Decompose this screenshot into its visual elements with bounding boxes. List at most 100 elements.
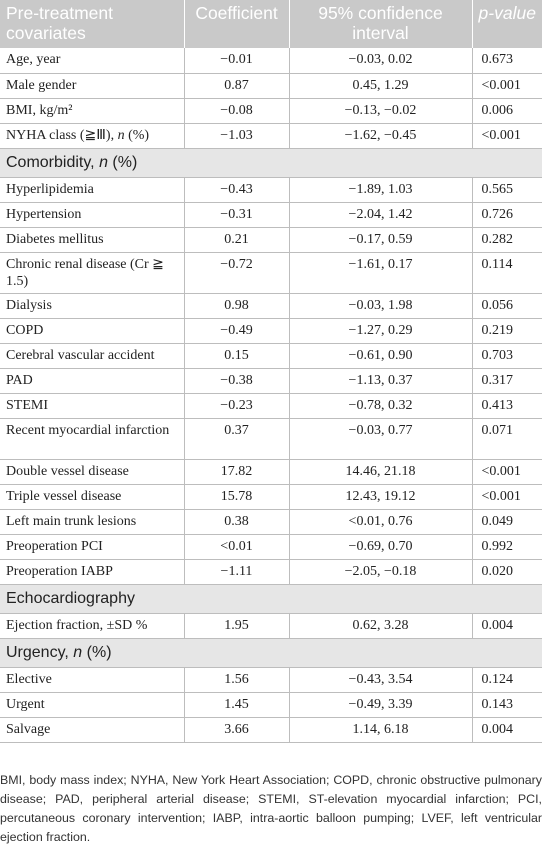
row-label: Ejection fraction, ±SD % [0,613,185,639]
row-p-value: 0.049 [472,509,542,535]
row-label: Male gender [0,73,185,99]
row-p-value: 0.056 [472,293,542,319]
row-label: Triple vessel disease [0,484,185,510]
table-row: Preoperation PCI <0.01 −0.69, 0.70 0.992 [0,534,542,560]
section-title-pre: Comorbidity, [6,153,100,171]
row-p-value: 0.004 [472,717,542,743]
row-coefficient: 3.66 [184,717,290,743]
row-coefficient: 1.45 [184,692,290,718]
header-covariates: Pre-treatment covariates [0,0,185,48]
row-coefficient: 0.21 [184,227,290,253]
row-label: Preoperation PCI [0,534,185,560]
row-p-value: 0.020 [472,559,542,585]
row-ci: −0.13, −0.02 [289,98,473,124]
row-coefficient: −0.72 [184,252,290,294]
row-label: BMI, kg/m² [0,98,185,124]
row-coefficient: −1.11 [184,559,290,585]
row-label-pre: NYHA class (≧Ⅲ), [6,127,118,143]
row-coefficient: −0.43 [184,177,290,203]
row-p-value: <0.001 [472,73,542,99]
row-p-value: 0.413 [472,393,542,419]
table-row: Ejection fraction, ±SD % 1.95 0.62, 3.28… [0,613,542,639]
section-title-italic: n [73,643,83,661]
row-label: Recent myocardial infarction [0,418,185,460]
table-row: Dialysis 0.98 −0.03, 1.98 0.056 [0,293,542,319]
table-footnote: BMI, body mass index; NYHA, New York Hea… [0,773,542,844]
row-coefficient: 0.98 [184,293,290,319]
row-ci: −0.61, 0.90 [289,343,473,369]
section-title: Urgency, n (%) [0,638,542,668]
row-ci: −1.13, 0.37 [289,368,473,394]
row-label: Left main trunk lesions [0,509,185,535]
table-row: Cerebral vascular accident 0.15 −0.61, 0… [0,343,542,369]
row-label: Urgent [0,692,185,718]
row-coefficient: 1.56 [184,667,290,693]
row-ci: −2.05, −0.18 [289,559,473,585]
section-title-italic: n [99,153,108,171]
table-row: Chronic renal disease (Cr ≧ 1.5) −0.72 −… [0,252,542,294]
row-ci: −1.62, −0.45 [289,123,473,149]
section-urgency: Urgency, n (%) [0,638,542,668]
table-row: STEMI −0.23 −0.78, 0.32 0.413 [0,393,542,419]
row-p-value: <0.001 [472,459,542,485]
row-p-value: <0.001 [472,123,542,149]
row-label: STEMI [0,393,185,419]
table-row: Left main trunk lesions 0.38 <0.01, 0.76… [0,509,542,535]
table-row: NYHA class (≧Ⅲ), n (%) −1.03 −1.62, −0.4… [0,123,542,149]
header-confidence-interval: 95% confidence interval [289,0,473,48]
row-label-italic: n [117,127,125,143]
section-echocardiography: Echocardiography [0,584,542,614]
row-p-value: 0.071 [472,418,542,460]
table-row: COPD −0.49 −1.27, 0.29 0.219 [0,318,542,344]
row-coefficient: −0.38 [184,368,290,394]
table-row: Hyperlipidemia −0.43 −1.89, 1.03 0.565 [0,177,542,203]
row-coefficient: −0.31 [184,202,290,228]
row-p-value: 0.114 [472,252,542,294]
row-label: Salvage [0,717,185,743]
row-p-value: 0.673 [472,48,542,74]
row-label: Diabetes mellitus [0,227,185,253]
header-row: Pre-treatment covariates Coefficient 95%… [0,0,542,48]
row-coefficient: <0.01 [184,534,290,560]
row-label: NYHA class (≧Ⅲ), n (%) [0,123,185,149]
section-title: Echocardiography [0,584,542,614]
row-ci: −0.17, 0.59 [289,227,473,253]
row-p-value: 0.143 [472,692,542,718]
row-p-value: 0.006 [472,98,542,124]
row-label: Age, year [0,48,185,74]
section-title-post: (%) [107,153,138,171]
row-label: Elective [0,667,185,693]
header-p-value: p-value [472,0,542,48]
row-label: Double vessel disease [0,459,185,485]
table-row: Preoperation IABP −1.11 −2.05, −0.18 0.0… [0,559,542,585]
row-coefficient: −1.03 [184,123,290,149]
row-p-value: 0.726 [472,202,542,228]
row-p-value: 0.317 [472,368,542,394]
row-p-value: 0.004 [472,613,542,639]
row-label-post: (%) [124,127,150,143]
row-p-value: 0.565 [472,177,542,203]
row-ci: −1.61, 0.17 [289,252,473,294]
row-ci: 0.62, 3.28 [289,613,473,639]
row-coefficient: 0.87 [184,73,290,99]
row-label: Hypertension [0,202,185,228]
row-ci: −0.43, 3.54 [289,667,473,693]
table-row: Recent myocardial infarction 0.37 −0.03,… [0,418,542,460]
table-row: Triple vessel disease 15.78 12.43, 19.12… [0,484,542,510]
row-p-value: 0.219 [472,318,542,344]
row-p-value: 0.992 [472,534,542,560]
row-ci: 12.43, 19.12 [289,484,473,510]
row-p-value: 0.703 [472,343,542,369]
row-label: Hyperlipidemia [0,177,185,203]
row-coefficient: −0.49 [184,318,290,344]
row-coefficient: 0.38 [184,509,290,535]
row-ci: −0.03, 0.77 [289,418,473,460]
table-row: Diabetes mellitus 0.21 −0.17, 0.59 0.282 [0,227,542,253]
row-coefficient: −0.23 [184,393,290,419]
row-coefficient: 0.37 [184,418,290,460]
row-coefficient: 17.82 [184,459,290,485]
row-ci: 14.46, 21.18 [289,459,473,485]
table-row: Hypertension −0.31 −2.04, 1.42 0.726 [0,202,542,228]
row-p-value: <0.001 [472,484,542,510]
table-row: Urgent 1.45 −0.49, 3.39 0.143 [0,692,542,718]
